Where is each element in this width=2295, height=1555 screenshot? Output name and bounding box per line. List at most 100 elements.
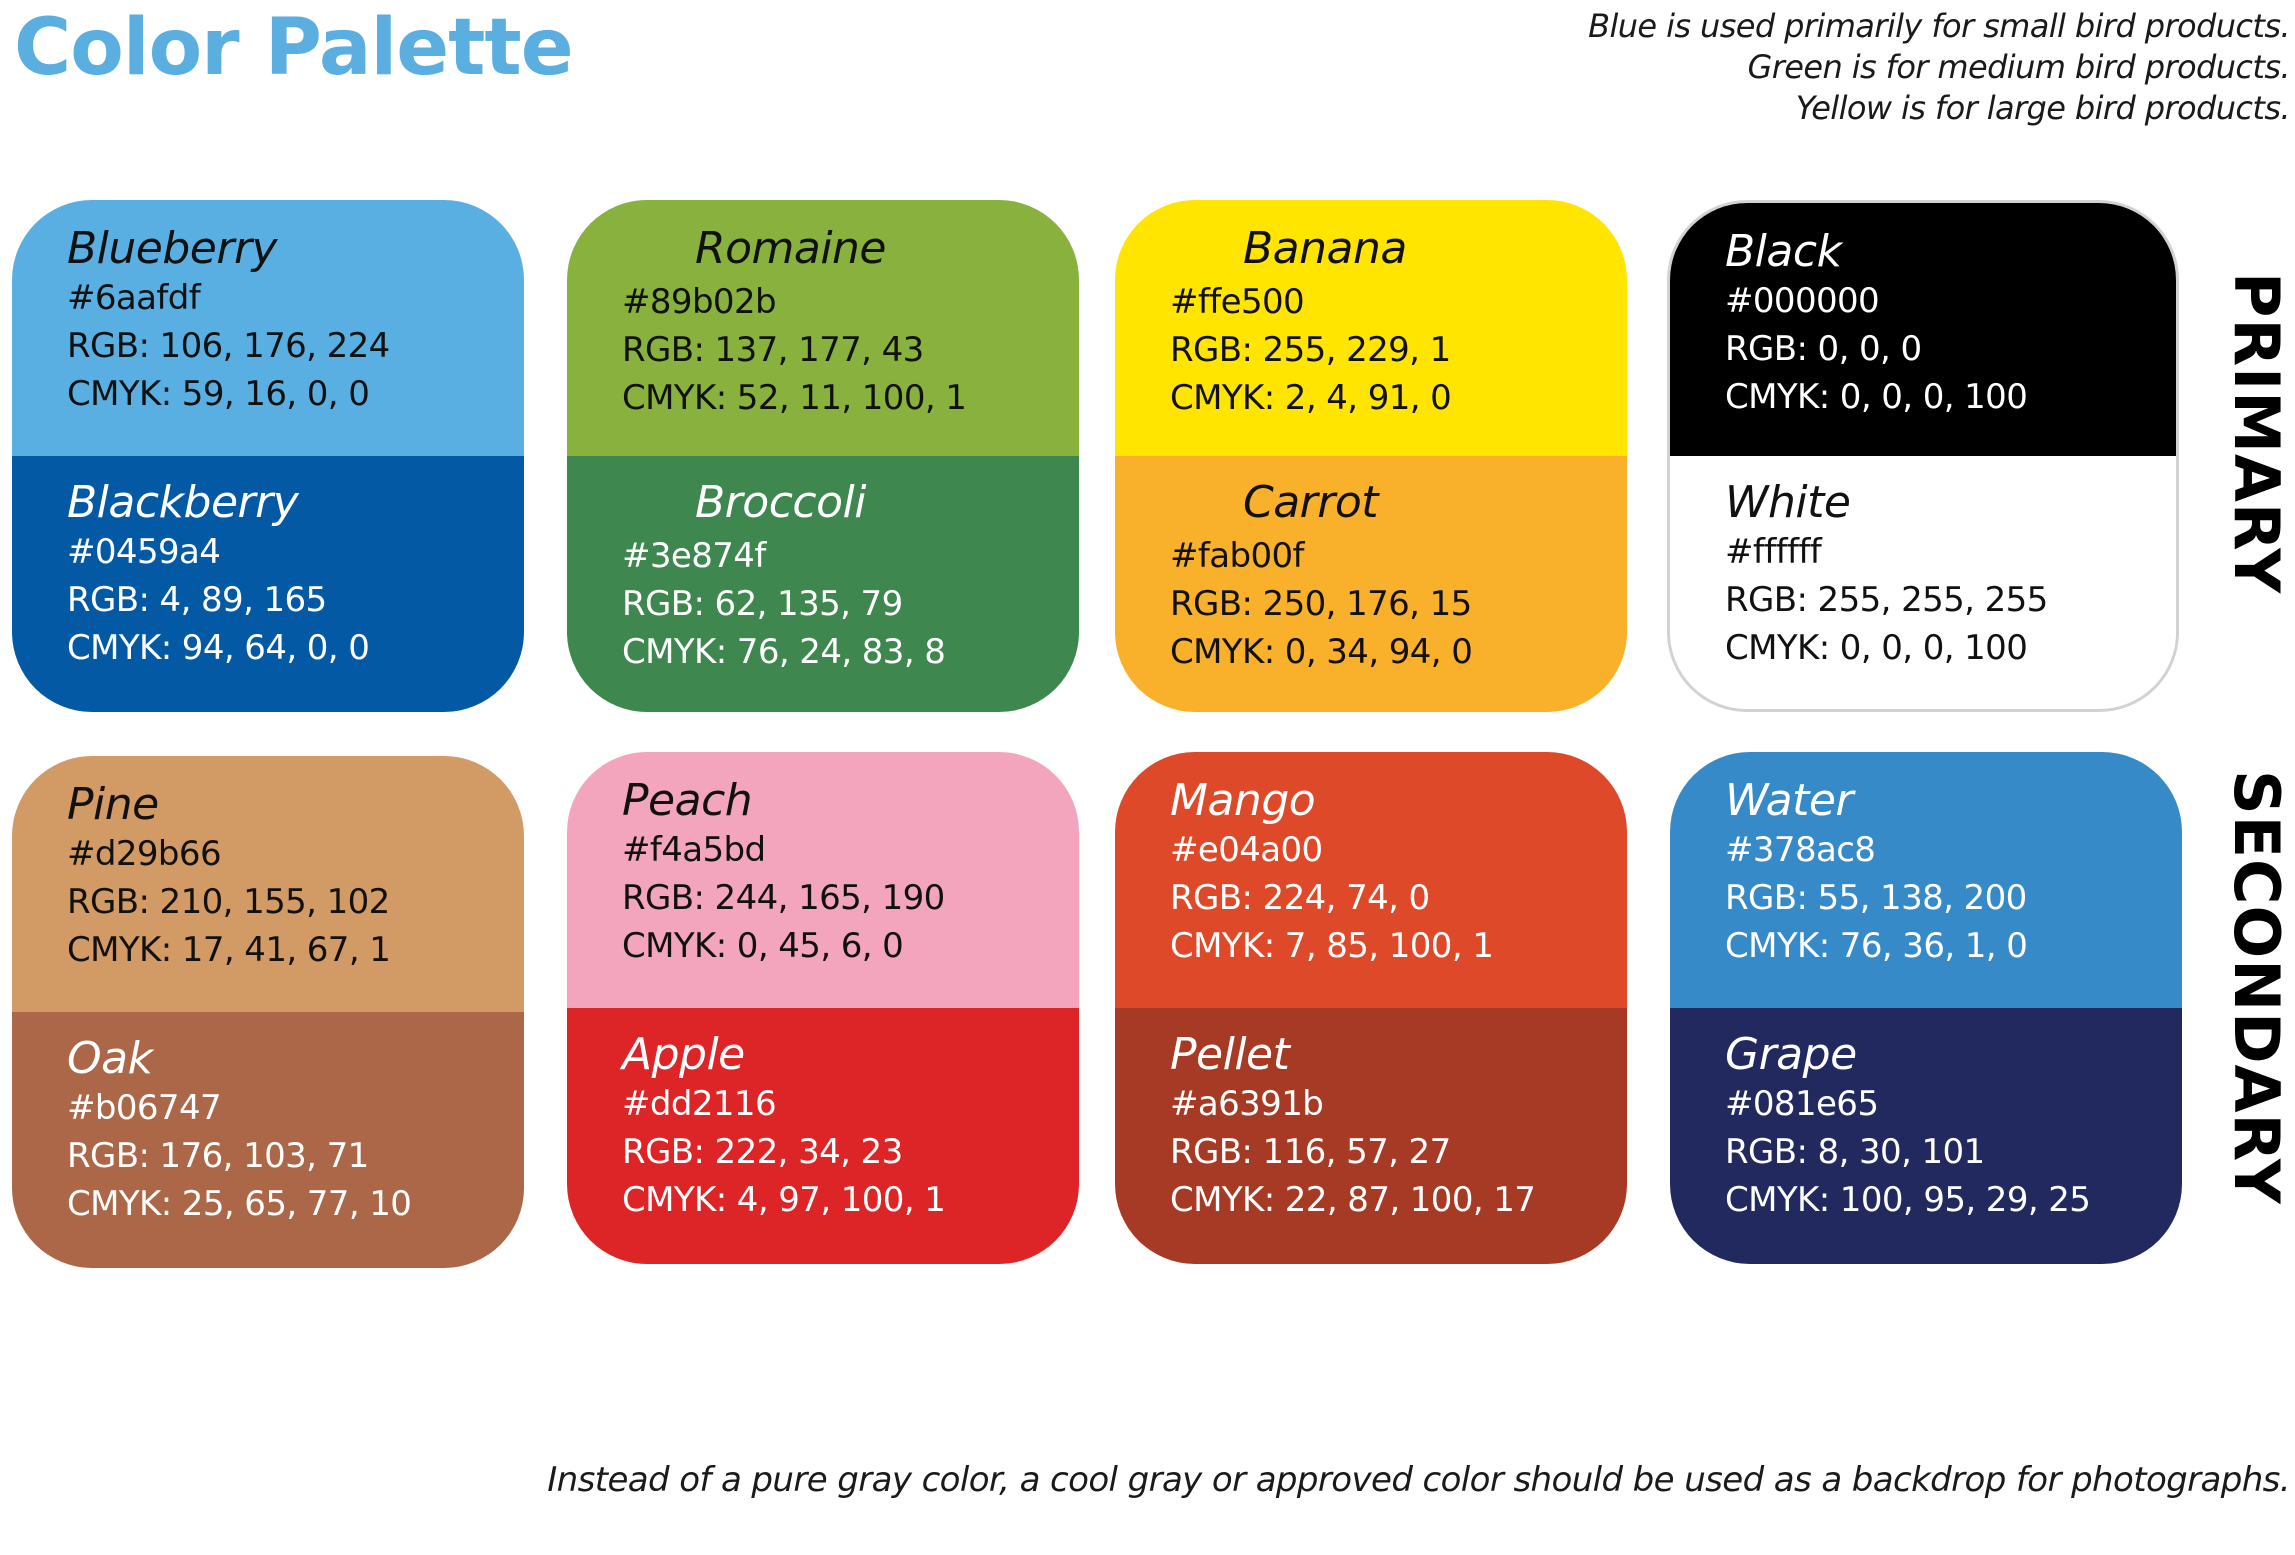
- color-cmyk: CMYK: 4, 97, 100, 1: [622, 1180, 946, 1221]
- color-name: Water: [1725, 775, 1853, 826]
- swatch-card-romaine-broccoli: Romaine #89b02b RGB: 137, 177, 43 CMYK: …: [567, 200, 1079, 712]
- swatch-oak: Oak #b06747 RGB: 176, 103, 71 CMYK: 25, …: [12, 1012, 524, 1268]
- swatch-grape: Grape #081e65 RGB: 8, 30, 101 CMYK: 100,…: [1670, 1008, 2182, 1264]
- color-hex: #89b02b: [622, 282, 777, 322]
- color-hex: #081e65: [1725, 1084, 1879, 1125]
- color-name: Pine: [67, 779, 159, 830]
- swatch-apple: Apple #dd2116 RGB: 222, 34, 23 CMYK: 4, …: [567, 1008, 1079, 1264]
- swatch-card-pine-oak: Pine #d29b66 RGB: 210, 155, 102 CMYK: 17…: [12, 756, 524, 1268]
- color-name: Carrot: [1243, 477, 1379, 528]
- color-cmyk: CMYK: 0, 45, 6, 0: [622, 926, 904, 967]
- color-rgb: RGB: 244, 165, 190: [622, 878, 945, 919]
- swatch-pine: Pine #d29b66 RGB: 210, 155, 102 CMYK: 17…: [12, 756, 524, 1012]
- color-cmyk: CMYK: 7, 85, 100, 1: [1170, 926, 1494, 967]
- swatch-water: Water #378ac8 RGB: 55, 138, 200 CMYK: 76…: [1670, 752, 2182, 1008]
- color-cmyk: CMYK: 17, 41, 67, 1: [67, 930, 391, 971]
- color-name: Peach: [622, 775, 753, 826]
- color-rgb: RGB: 116, 57, 27: [1170, 1132, 1451, 1173]
- color-rgb: RGB: 55, 138, 200: [1725, 878, 2027, 919]
- color-name: Broccoli: [695, 477, 866, 528]
- swatch-broccoli-values: #3e874f RGB: 62, 135, 79 CMYK: 76, 24, 8…: [567, 456, 1079, 712]
- secondary-label: SECONDARY: [2220, 770, 2293, 1205]
- swatch-carrot-values: #fab00f RGB: 250, 176, 15 CMYK: 0, 34, 9…: [1115, 456, 1627, 712]
- color-cmyk: CMYK: 100, 95, 29, 25: [1725, 1180, 2091, 1221]
- color-hex: #e04a00: [1170, 830, 1323, 871]
- usage-note-medium: Green is for medium bird products.: [1747, 48, 2291, 86]
- color-cmyk: CMYK: 94, 64, 0, 0: [67, 628, 370, 669]
- color-name: Blackberry: [67, 477, 299, 528]
- page-title: Color Palette: [14, 3, 574, 93]
- color-rgb: RGB: 222, 34, 23: [622, 1132, 903, 1173]
- color-hex: #ffffff: [1725, 532, 1822, 573]
- swatch-card-mango-pellet: Mango #e04a00 RGB: 224, 74, 0 CMYK: 7, 8…: [1115, 752, 1627, 1264]
- color-cmyk: CMYK: 2, 4, 91, 0: [1170, 378, 1452, 418]
- color-cmyk: CMYK: 76, 24, 83, 8: [622, 632, 946, 672]
- swatch-banana-values: #ffe500 RGB: 255, 229, 1 CMYK: 2, 4, 91,…: [1115, 200, 1627, 456]
- color-cmyk: CMYK: 59, 16, 0, 0: [67, 374, 370, 415]
- color-rgb: RGB: 8, 30, 101: [1725, 1132, 1985, 1173]
- color-cmyk: CMYK: 0, 34, 94, 0: [1170, 632, 1473, 672]
- usage-note-large: Yellow is for large bird products.: [1795, 89, 2291, 127]
- swatch-banana: Banana: [1115, 200, 1627, 456]
- color-hex: #fab00f: [1170, 536, 1305, 576]
- swatch-broccoli: Broccoli: [567, 456, 1079, 712]
- swatch-card-peach-apple: Peach #f4a5bd RGB: 244, 165, 190 CMYK: 0…: [567, 752, 1079, 1264]
- swatch-carrot: Carrot: [1115, 456, 1627, 712]
- color-hex: #ffe500: [1170, 282, 1305, 322]
- color-hex: #6aafdf: [67, 278, 201, 319]
- color-hex: #a6391b: [1170, 1084, 1324, 1125]
- color-rgb: RGB: 210, 155, 102: [67, 882, 390, 923]
- color-cmyk: CMYK: 0, 0, 0, 100: [1725, 377, 2028, 418]
- swatch-peach: Peach #f4a5bd RGB: 244, 165, 190 CMYK: 0…: [567, 752, 1079, 1008]
- color-hex: #d29b66: [67, 834, 222, 875]
- color-rgb: RGB: 62, 135, 79: [622, 584, 903, 624]
- color-name: Apple: [622, 1029, 745, 1080]
- color-rgb: RGB: 255, 229, 1: [1170, 330, 1451, 370]
- color-name: Banana: [1243, 223, 1407, 274]
- color-rgb: RGB: 106, 176, 224: [67, 326, 390, 367]
- color-name: Mango: [1170, 775, 1316, 826]
- swatch-card-blueberry-blackberry: Blueberry #6aafdf RGB: 106, 176, 224 CMY…: [12, 200, 524, 712]
- swatch-card-black-white: Black #000000 RGB: 0, 0, 0 CMYK: 0, 0, 0…: [1667, 200, 2179, 712]
- color-hex: #378ac8: [1725, 830, 1876, 871]
- usage-notes: Blue is used primarily for small bird pr…: [1588, 6, 2290, 129]
- color-cmyk: CMYK: 76, 36, 1, 0: [1725, 926, 2028, 967]
- color-hex: #0459a4: [67, 532, 221, 573]
- swatch-mango: Mango #e04a00 RGB: 224, 74, 0 CMYK: 7, 8…: [1115, 752, 1627, 1008]
- color-rgb: RGB: 4, 89, 165: [67, 580, 327, 621]
- color-hex: #b06747: [67, 1088, 222, 1129]
- color-cmyk: CMYK: 25, 65, 77, 10: [67, 1184, 412, 1225]
- color-cmyk: CMYK: 52, 11, 100, 1: [622, 378, 967, 418]
- color-rgb: RGB: 224, 74, 0: [1170, 878, 1430, 919]
- swatch-pellet: Pellet #a6391b RGB: 116, 57, 27 CMYK: 22…: [1115, 1008, 1627, 1264]
- primary-label: PRIMARY: [2220, 272, 2293, 595]
- color-rgb: RGB: 0, 0, 0: [1725, 329, 1922, 370]
- color-cmyk: CMYK: 0, 0, 0, 100: [1725, 628, 2028, 669]
- color-cmyk: CMYK: 22, 87, 100, 17: [1170, 1180, 1536, 1221]
- color-rgb: RGB: 137, 177, 43: [622, 330, 924, 370]
- swatch-blackberry: Blackberry #0459a4 RGB: 4, 89, 165 CMYK:…: [12, 456, 524, 712]
- swatch-romaine-values: #89b02b RGB: 137, 177, 43 CMYK: 52, 11, …: [567, 200, 1079, 456]
- footer-note: Instead of a pure gray color, a cool gra…: [547, 1460, 2290, 1500]
- swatch-white: White #ffffff RGB: 255, 255, 255 CMYK: 0…: [1670, 456, 2176, 709]
- color-hex: #3e874f: [622, 536, 766, 576]
- color-hex: #f4a5bd: [622, 830, 766, 871]
- color-name: Black: [1725, 226, 1842, 277]
- color-hex: #dd2116: [622, 1084, 777, 1125]
- color-hex: #000000: [1725, 281, 1880, 322]
- color-name: Pellet: [1170, 1029, 1290, 1080]
- color-name: Blueberry: [67, 223, 278, 274]
- color-name: White: [1725, 477, 1851, 528]
- usage-note-small: Blue is used primarily for small bird pr…: [1588, 7, 2290, 45]
- color-name: Romaine: [695, 223, 887, 274]
- swatch-card-water-grape: Water #378ac8 RGB: 55, 138, 200 CMYK: 76…: [1670, 752, 2182, 1264]
- color-name: Grape: [1725, 1029, 1857, 1080]
- color-rgb: RGB: 255, 255, 255: [1725, 580, 2048, 621]
- swatch-card-banana-carrot: Banana #ffe500 RGB: 255, 229, 1 CMYK: 2,…: [1115, 200, 1627, 712]
- color-rgb: RGB: 250, 176, 15: [1170, 584, 1472, 624]
- color-rgb: RGB: 176, 103, 71: [67, 1136, 369, 1177]
- swatch-romaine: Romaine: [567, 200, 1079, 456]
- swatch-black: Black #000000 RGB: 0, 0, 0 CMYK: 0, 0, 0…: [1670, 203, 2176, 456]
- color-name: Oak: [67, 1033, 153, 1084]
- swatch-blueberry: Blueberry #6aafdf RGB: 106, 176, 224 CMY…: [12, 200, 524, 456]
